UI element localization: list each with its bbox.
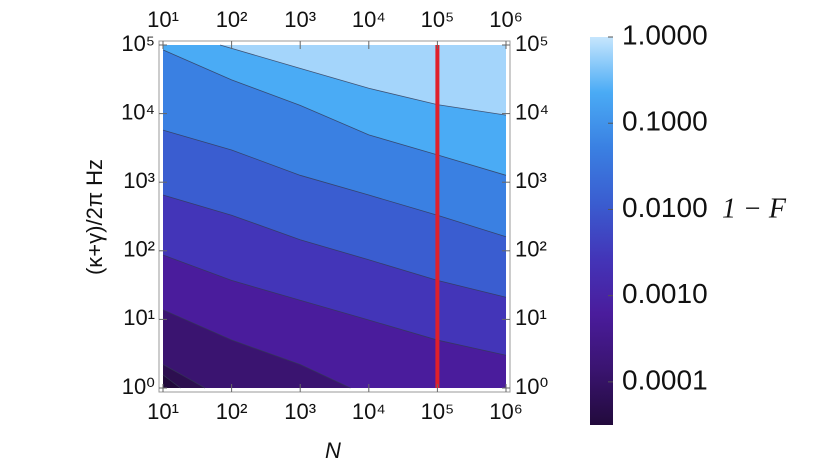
colorbar-tick-label: 0.1000: [622, 106, 708, 137]
colorbar-label: 1 − F: [722, 193, 787, 224]
y-tick-label-right: 10¹: [515, 305, 547, 330]
colorbar-tick-label: 0.0100: [622, 192, 708, 223]
x-tick-label-top: 10¹: [147, 7, 179, 32]
contour-line: [162, 129, 507, 238]
colorbar-bar: [590, 37, 613, 425]
contour-line: [219, 44, 507, 116]
y-tick-label-right: 10⁵: [515, 31, 549, 56]
y-tick-label: 10³: [123, 168, 155, 193]
y-tick-label-right: 10⁴: [515, 99, 549, 124]
y-tick-label: 10⁰: [122, 374, 155, 399]
x-tick-label: 10²: [216, 399, 248, 424]
y-tick-label-right: 10³: [515, 168, 547, 193]
colorbar-tick-label: 0.0010: [622, 278, 708, 309]
contour-line: [162, 194, 507, 298]
colorbar-tick-label: 0.0001: [622, 364, 708, 395]
x-tick-label: 10³: [284, 399, 316, 424]
x-tick-label: 10⁵: [421, 399, 455, 424]
x-tick-label-top: 10⁵: [421, 7, 455, 32]
x-tick-label-top: 10²: [216, 7, 248, 32]
contour-line: [162, 374, 181, 389]
y-tick-label-right: 10⁰: [515, 374, 548, 399]
y-axis-label: (κ+γ)/2π Hz: [82, 159, 107, 275]
y-tick-label: 10²: [123, 237, 155, 262]
y-tick-label: 10⁵: [121, 31, 155, 56]
contour-line: [162, 254, 507, 356]
contour-line: [162, 364, 206, 389]
x-tick-label-top: 10⁶: [489, 7, 523, 32]
x-tick-label-top: 10³: [284, 7, 316, 32]
y-tick-label: 10⁴: [121, 99, 155, 124]
plot-frame: [158, 40, 511, 393]
colorbar-tick-label: 1.0000: [622, 19, 708, 50]
x-axis-label: N: [325, 438, 341, 463]
y-tick-label: 10¹: [123, 305, 155, 330]
x-tick-label: 10¹: [147, 399, 179, 424]
contour-region: [220, 45, 506, 116]
contour-line: [162, 49, 507, 176]
colorbar: 1.0000 0.1000 0.0100 0.0010 0.0001: [590, 19, 708, 425]
x-tick-label: 10⁴: [352, 399, 386, 424]
contour-line: [162, 309, 351, 389]
x-tick-label: 10⁶: [489, 399, 523, 424]
x-tick-label-top: 10⁴: [352, 7, 386, 32]
y-tick-label-right: 10²: [515, 237, 547, 262]
